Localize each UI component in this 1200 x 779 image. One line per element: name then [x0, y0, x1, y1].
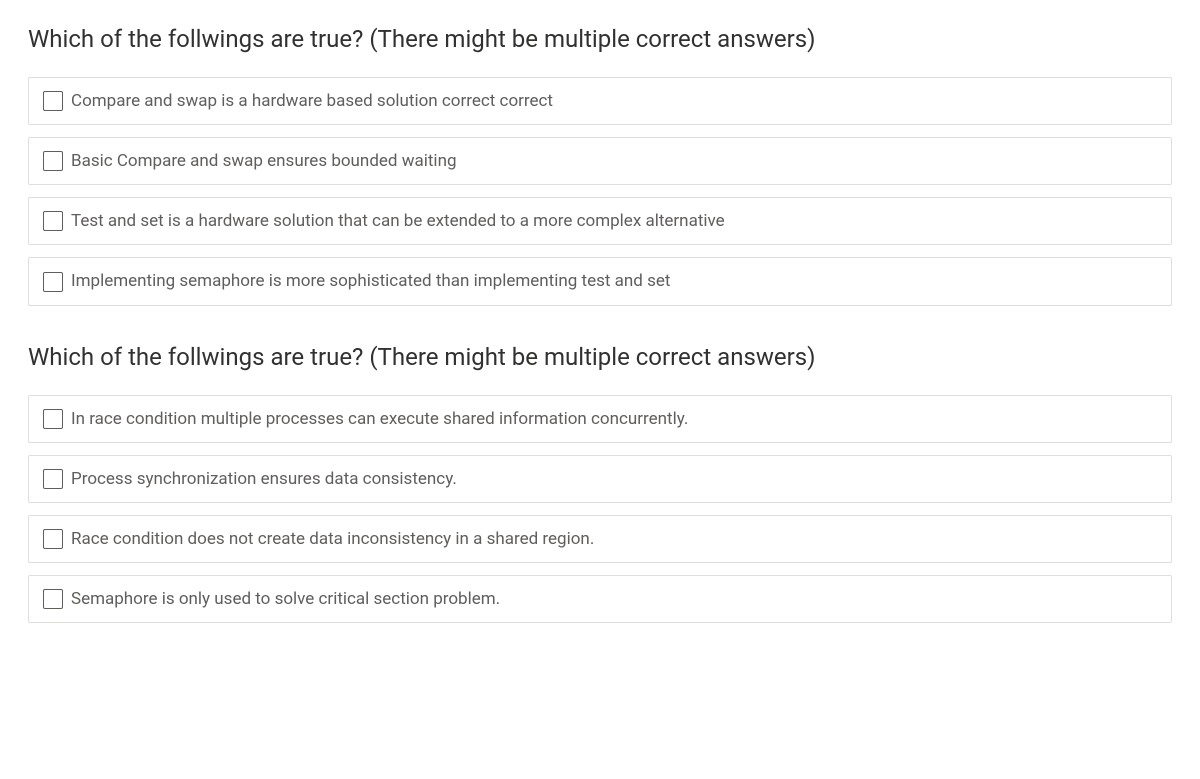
option-row[interactable]: Basic Compare and swap ensures bounded w…: [28, 137, 1172, 185]
option-row[interactable]: Compare and swap is a hardware based sol…: [28, 77, 1172, 125]
checkbox-icon[interactable]: [43, 272, 63, 292]
option-row[interactable]: In race condition multiple processes can…: [28, 395, 1172, 443]
option-row[interactable]: Race condition does not create data inco…: [28, 515, 1172, 563]
option-label: Test and set is a hardware solution that…: [71, 210, 725, 232]
option-row[interactable]: Semaphore is only used to solve critical…: [28, 575, 1172, 623]
checkbox-icon[interactable]: [43, 589, 63, 609]
checkbox-icon[interactable]: [43, 409, 63, 429]
option-label: Compare and swap is a hardware based sol…: [71, 90, 553, 112]
option-label: Race condition does not create data inco…: [71, 528, 594, 550]
checkbox-icon[interactable]: [43, 151, 63, 171]
checkbox-icon[interactable]: [43, 211, 63, 231]
question-block-1: Which of the follwings are true? (There …: [28, 24, 1172, 306]
question-block-2: Which of the follwings are true? (There …: [28, 342, 1172, 624]
option-label: Basic Compare and swap ensures bounded w…: [71, 150, 457, 172]
options-list: In race condition multiple processes can…: [28, 395, 1172, 623]
checkbox-icon[interactable]: [43, 469, 63, 489]
option-label: Process synchronization ensures data con…: [71, 468, 457, 490]
question-title: Which of the follwings are true? (There …: [28, 24, 1172, 55]
checkbox-icon[interactable]: [43, 529, 63, 549]
option-row[interactable]: Implementing semaphore is more sophistic…: [28, 257, 1172, 305]
option-label: Implementing semaphore is more sophistic…: [71, 270, 670, 292]
option-row[interactable]: Process synchronization ensures data con…: [28, 455, 1172, 503]
question-title: Which of the follwings are true? (There …: [28, 342, 1172, 373]
option-row[interactable]: Test and set is a hardware solution that…: [28, 197, 1172, 245]
options-list: Compare and swap is a hardware based sol…: [28, 77, 1172, 305]
option-label: In race condition multiple processes can…: [71, 408, 688, 430]
option-label: Semaphore is only used to solve critical…: [71, 588, 500, 610]
checkbox-icon[interactable]: [43, 91, 63, 111]
